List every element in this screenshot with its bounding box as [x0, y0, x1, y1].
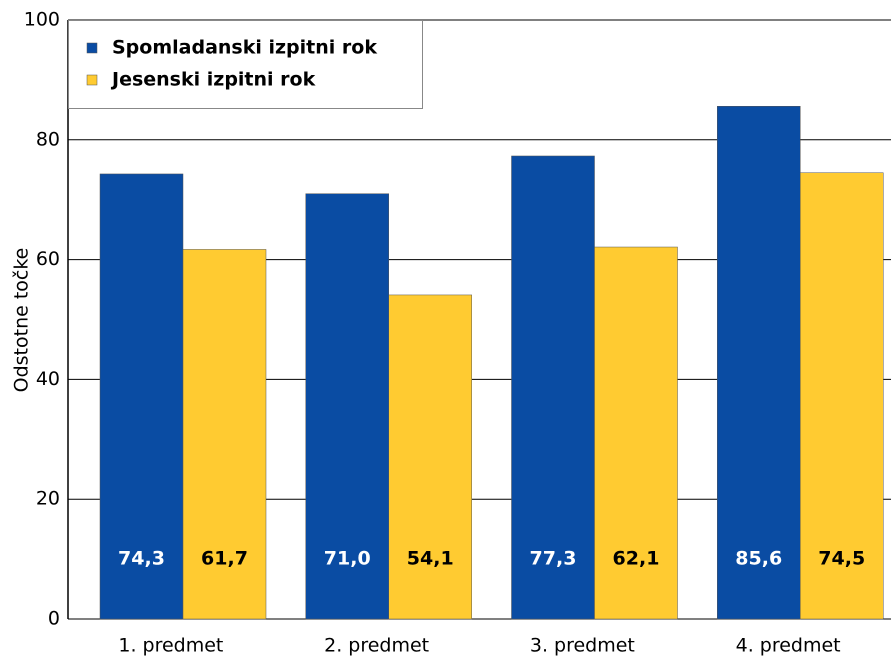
- value-label: 74,5: [818, 548, 865, 570]
- legend-swatch: [86, 42, 98, 54]
- bar: [511, 155, 595, 620]
- x-tick-label: 2. predmet: [324, 635, 429, 657]
- bar: [717, 106, 801, 620]
- y-tick-label: 60: [36, 248, 60, 270]
- bar: [388, 294, 472, 620]
- y-axis-title: Odstotne točke: [11, 248, 33, 393]
- bar: [305, 193, 389, 620]
- legend-swatch: [86, 74, 98, 86]
- legend-box: [68, 20, 423, 109]
- bar: [99, 173, 184, 620]
- legend-label: Jesenski izpitni rok: [110, 69, 316, 91]
- y-tick-label: 40: [36, 368, 60, 390]
- value-label: 74,3: [118, 548, 165, 570]
- y-tick-label: 100: [24, 9, 60, 31]
- bar: [594, 246, 678, 620]
- x-tick-label: 3. predmet: [530, 635, 635, 657]
- value-label: 85,6: [735, 548, 782, 570]
- legend-label: Spomladanski izpitni rok: [112, 37, 377, 59]
- bar: [182, 249, 267, 620]
- y-tick-label: 20: [36, 488, 60, 510]
- value-label: 77,3: [530, 548, 577, 570]
- bar: [800, 172, 884, 620]
- y-tick-label: 0: [48, 608, 60, 630]
- value-label: 54,1: [407, 548, 454, 570]
- value-label: 62,1: [613, 548, 660, 570]
- x-tick-label: 4. predmet: [736, 635, 841, 657]
- x-tick-label: 1. predmet: [118, 635, 223, 657]
- y-tick-label: 80: [36, 128, 60, 150]
- value-label: 61,7: [201, 548, 248, 570]
- value-label: 71,0: [324, 548, 371, 570]
